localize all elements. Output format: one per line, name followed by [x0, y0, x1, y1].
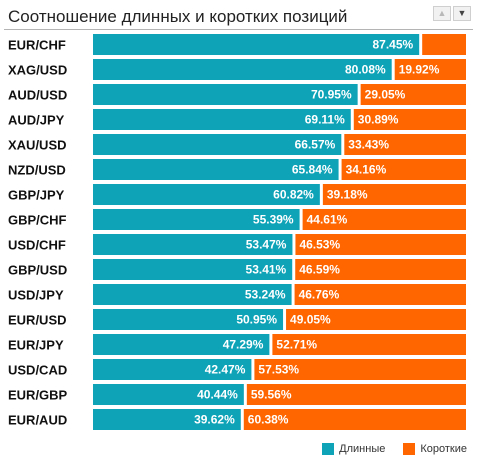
triangle-up-icon[interactable]: ▲ — [433, 6, 451, 21]
bar-short — [422, 34, 466, 55]
bar-long — [93, 259, 293, 280]
bar-long-value: 40.44% — [197, 388, 238, 402]
bar-short — [272, 334, 466, 355]
bar-long-value: 50.95% — [236, 313, 277, 327]
bar-short-value: 30.89% — [358, 113, 399, 127]
row-label: USD/CHF — [8, 238, 66, 253]
row-label: XAG/USD — [8, 63, 67, 78]
bar-short — [295, 234, 466, 255]
bar-long-value: 66.57% — [295, 138, 336, 152]
bar-short-value: 46.76% — [299, 288, 340, 302]
bar-short-value: 44.61% — [307, 213, 348, 227]
bar-long — [93, 309, 284, 330]
bar-long — [93, 409, 241, 430]
bar-long — [93, 134, 342, 155]
bar-long — [93, 159, 339, 180]
bar-long — [93, 234, 293, 255]
row-label: GBP/USD — [8, 263, 67, 278]
sort-controls: ▲ ▼ — [433, 6, 471, 21]
bar-short — [246, 384, 466, 405]
row-label: EUR/AUD — [8, 413, 67, 428]
legend: Длинные Короткие — [304, 443, 467, 455]
legend-label-long: Длинные — [339, 443, 386, 455]
row-label: AUD/JPY — [8, 113, 65, 128]
title-divider — [4, 29, 473, 30]
bar-long-value: 70.95% — [311, 88, 352, 102]
bar-short — [286, 309, 466, 330]
row-label: GBP/CHF — [8, 213, 67, 228]
bar-long-value: 42.47% — [205, 363, 246, 377]
bar-long-value: 69.11% — [305, 113, 345, 127]
bar-short-value: 46.53% — [299, 238, 340, 252]
bar-short-value: 46.59% — [299, 263, 340, 277]
bar-long-value: 53.24% — [245, 288, 286, 302]
bar-long-value: 55.39% — [253, 213, 294, 227]
bar-short — [341, 159, 466, 180]
bar-short-value: 34.16% — [346, 163, 387, 177]
chart-title: Соотношение длинных и коротких позиций — [8, 7, 348, 26]
bar-long — [93, 334, 270, 355]
bar-long — [93, 109, 351, 130]
row-label: USD/CAD — [8, 363, 67, 378]
bar-short — [254, 359, 466, 380]
bar-long — [93, 184, 320, 205]
bar-long-value: 80.08% — [345, 63, 386, 77]
legend-item-short: Короткие — [403, 443, 467, 455]
row-label: AUD/USD — [8, 88, 67, 103]
bar-short — [394, 59, 466, 80]
bar-long — [93, 34, 420, 55]
legend-swatch-long — [322, 443, 335, 455]
bar-long-value: 47.29% — [223, 338, 264, 352]
bar-long — [93, 359, 252, 380]
bar-long-value: 65.84% — [292, 163, 333, 177]
row-label: NZD/USD — [8, 163, 66, 178]
row-label: EUR/GBP — [8, 388, 68, 403]
bar-short-value: 29.05% — [365, 88, 406, 102]
bar-short — [294, 284, 466, 305]
bar-long-value: 53.41% — [246, 263, 287, 277]
bar-short — [302, 209, 466, 230]
bar-short — [243, 409, 466, 430]
bar-short — [344, 134, 466, 155]
bar-long — [93, 384, 244, 405]
bar-short-value: 60.38% — [248, 413, 289, 427]
row-label: EUR/CHF — [8, 38, 66, 53]
triangle-down-icon[interactable]: ▼ — [453, 6, 471, 21]
row-label: EUR/JPY — [8, 338, 64, 353]
bar-long — [93, 209, 300, 230]
bar-short — [295, 259, 466, 280]
bar-short-value: 49.05% — [290, 313, 331, 327]
legend-swatch-short — [403, 443, 416, 455]
bar-short-value: 52.71% — [276, 338, 317, 352]
bar-short — [360, 84, 466, 105]
bar-short-value: 57.53% — [258, 363, 299, 377]
bar-short-value: 59.56% — [251, 388, 292, 402]
bar-long-value: 60.82% — [273, 188, 314, 202]
bar-long — [93, 284, 292, 305]
row-label: XAU/USD — [8, 138, 67, 153]
bar-long-value: 39.62% — [194, 413, 235, 427]
bar-short-value: 19.92% — [399, 63, 440, 77]
bar-short — [353, 109, 466, 130]
legend-item-long: Длинные — [322, 443, 385, 455]
bar-long — [93, 59, 392, 80]
bar-short-value: 33.43% — [348, 138, 389, 152]
legend-label-short: Короткие — [420, 443, 467, 455]
row-label: EUR/USD — [8, 313, 67, 328]
bar-long-value: 87.45% — [372, 38, 413, 52]
stacked-bar-chart: EUR/CHF 87.45% XAG/USD 80.08% 19.92% AUD/USD 7… — [8, 34, 466, 430]
row-label: USD/JPY — [8, 288, 64, 303]
bar-short-value: 39.18% — [327, 188, 368, 202]
bar-long-value: 53.47% — [246, 238, 287, 252]
row-label: GBP/JPY — [8, 188, 65, 203]
bar-long — [93, 84, 358, 105]
bar-short — [322, 184, 466, 205]
